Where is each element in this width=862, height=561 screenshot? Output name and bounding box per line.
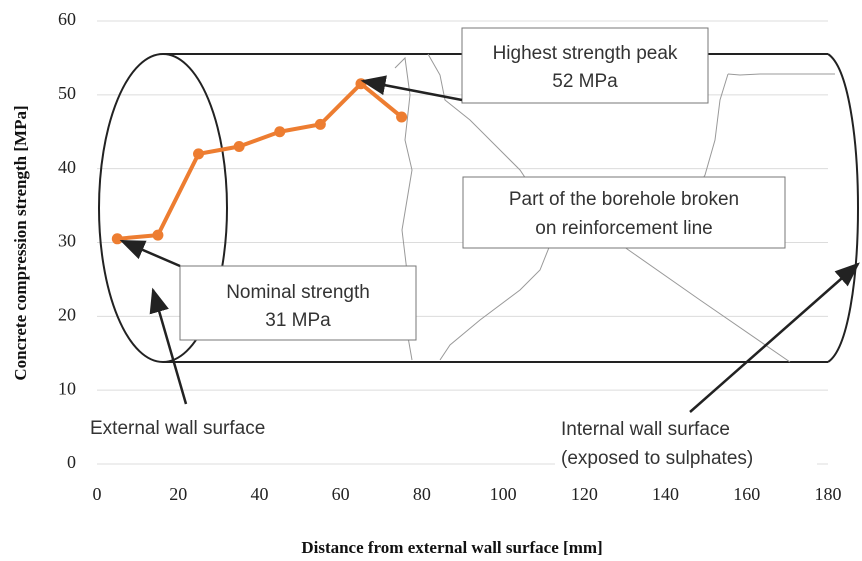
y-tick-label: 10 bbox=[58, 378, 76, 398]
data-point bbox=[274, 126, 285, 137]
arrow bbox=[122, 241, 180, 266]
x-tick-label: 180 bbox=[815, 484, 842, 504]
annotation: External wall surface bbox=[90, 418, 265, 439]
y-tick-label: 30 bbox=[58, 231, 76, 251]
x-tick-label: 20 bbox=[169, 484, 187, 504]
x-tick-label: 40 bbox=[250, 484, 268, 504]
annotation: 31 MPa bbox=[265, 310, 331, 331]
x-tick-label: 160 bbox=[733, 484, 760, 504]
annotation: Highest strength peak bbox=[493, 43, 678, 64]
annotation: Part of the borehole broken bbox=[509, 189, 739, 210]
annotation: Nominal strength bbox=[226, 282, 370, 303]
data-point bbox=[315, 119, 326, 130]
x-axis-label: Distance from external wall surface [mm] bbox=[301, 538, 602, 557]
data-point bbox=[112, 233, 123, 244]
y-tick-label: 40 bbox=[58, 157, 76, 177]
data-line bbox=[117, 84, 401, 239]
chart: Highest strength peak 52 MPa Nominal str… bbox=[0, 0, 862, 561]
x-tick-label: 60 bbox=[332, 484, 350, 504]
data-point bbox=[152, 230, 163, 241]
y-tick-label: 50 bbox=[58, 83, 76, 103]
x-tick-label: 140 bbox=[652, 484, 679, 504]
data-point bbox=[355, 78, 366, 89]
y-tick-label: 20 bbox=[58, 304, 76, 324]
annotation: 52 MPa bbox=[552, 71, 618, 92]
annotation: (exposed to sulphates) bbox=[561, 448, 753, 469]
data-point bbox=[396, 111, 407, 122]
data-point bbox=[234, 141, 245, 152]
y-tick-label: 0 bbox=[67, 452, 76, 472]
y-axis-label: Concrete compression strength [MPa] bbox=[11, 105, 30, 380]
annotation: on reinforcement line bbox=[535, 218, 712, 239]
x-tick-label: 100 bbox=[490, 484, 517, 504]
x-tick-label: 0 bbox=[93, 484, 102, 504]
y-tick-label: 60 bbox=[58, 9, 76, 29]
annotation: Internal wall surface bbox=[561, 419, 730, 440]
x-tick-label: 80 bbox=[413, 484, 431, 504]
x-tick-label: 120 bbox=[571, 484, 598, 504]
data-point bbox=[193, 148, 204, 159]
